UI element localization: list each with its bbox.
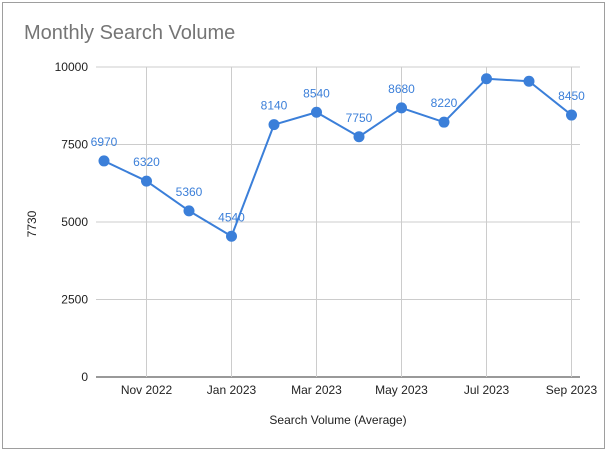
x-tick-label: Nov 2022 — [121, 383, 173, 397]
axis-ticks: 0 2500 5000 7500 10000 Nov 2022 Jan 2023 Mar 20… — [55, 60, 598, 397]
data-point — [98, 155, 110, 167]
y-tick-label: 2500 — [61, 293, 88, 307]
data-point — [268, 119, 280, 131]
data-point — [523, 75, 535, 87]
chart-frame — [2, 2, 605, 449]
gridlines — [96, 66, 580, 378]
data-label: 5360 — [176, 185, 203, 199]
series-line — [103, 77, 573, 238]
data-label: 6970 — [91, 135, 118, 149]
data-point — [353, 131, 365, 143]
data-point — [396, 102, 407, 114]
x-tick-label: Sep 2023 — [546, 383, 598, 397]
data-label: 8450 — [558, 89, 585, 103]
data-label: 8540 — [303, 86, 330, 100]
data-label: 4540 — [218, 210, 245, 224]
data-point — [226, 230, 237, 242]
data-point — [141, 175, 152, 187]
data-label: 6320 — [133, 155, 160, 169]
data-point — [438, 116, 450, 128]
data-point — [566, 109, 577, 121]
data-label: 8140 — [261, 99, 288, 113]
y-tick-label: 7500 — [61, 138, 88, 152]
data-label: 7750 — [346, 111, 373, 125]
data-point — [481, 73, 492, 85]
data-label: 8680 — [388, 82, 415, 96]
x-tick-label: Mar 2023 — [291, 383, 342, 397]
data-point — [311, 106, 322, 118]
series-layer: 6970 6320 5360 4540 8140 8540 7750 8680 8220 8450 — [91, 73, 585, 242]
x-tick-label: May 2023 — [375, 383, 428, 397]
y-tick-label: 5000 — [61, 215, 88, 229]
data-point — [183, 205, 195, 217]
y-tick-label: 0 — [81, 370, 88, 384]
chart-title: Monthly Search Volume — [24, 22, 236, 44]
x-tick-label: Jan 2023 — [207, 383, 257, 397]
x-axis-title: Search Volume (Average) — [269, 413, 406, 427]
x-tick-label: Jul 2023 — [464, 383, 510, 397]
data-label: 8220 — [431, 96, 458, 110]
y-tick-label: 10000 — [55, 60, 89, 74]
y-axis-title: 7730 — [25, 210, 39, 237]
